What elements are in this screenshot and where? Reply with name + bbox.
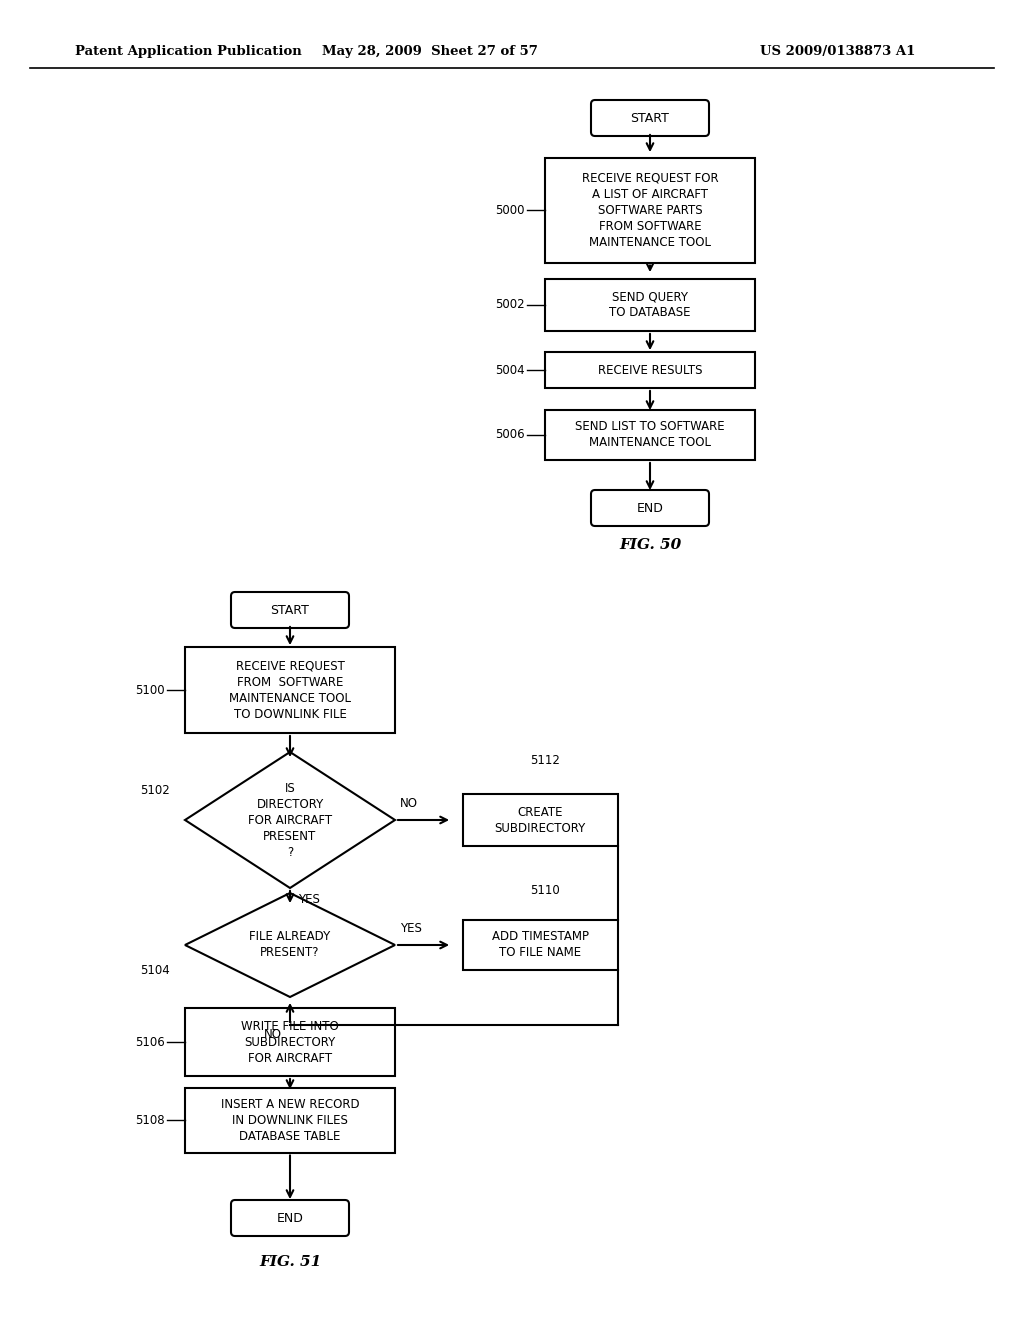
Bar — [545, 157, 755, 263]
Text: YES: YES — [400, 921, 422, 935]
Text: 5002: 5002 — [496, 298, 525, 312]
Text: 5110: 5110 — [530, 883, 560, 896]
Text: 5104: 5104 — [140, 964, 170, 977]
Text: 5108: 5108 — [135, 1114, 165, 1126]
Text: START: START — [631, 111, 670, 124]
Text: SEND QUERY
TO DATABASE: SEND QUERY TO DATABASE — [609, 290, 691, 319]
Text: YES: YES — [298, 894, 319, 906]
Text: FIG. 50: FIG. 50 — [618, 539, 681, 552]
Polygon shape — [185, 894, 395, 997]
Text: 5000: 5000 — [496, 203, 525, 216]
Text: NO: NO — [264, 1028, 282, 1041]
Text: RECEIVE RESULTS: RECEIVE RESULTS — [598, 363, 702, 376]
Bar — [185, 1088, 395, 1152]
FancyBboxPatch shape — [591, 490, 709, 525]
Text: Patent Application Publication: Patent Application Publication — [75, 45, 302, 58]
Text: 5102: 5102 — [140, 784, 170, 796]
Text: END: END — [637, 502, 664, 515]
Text: 5004: 5004 — [496, 363, 525, 376]
FancyBboxPatch shape — [591, 100, 709, 136]
Text: ADD TIMESTAMP
TO FILE NAME: ADD TIMESTAMP TO FILE NAME — [492, 931, 589, 960]
Text: RECEIVE REQUEST FOR
A LIST OF AIRCRAFT
SOFTWARE PARTS
FROM SOFTWARE
MAINTENANCE : RECEIVE REQUEST FOR A LIST OF AIRCRAFT S… — [582, 172, 718, 248]
Bar — [463, 920, 617, 970]
Bar — [545, 411, 755, 459]
Text: 5106: 5106 — [135, 1035, 165, 1048]
Text: IS
DIRECTORY
FOR AIRCRAFT
PRESENT
?: IS DIRECTORY FOR AIRCRAFT PRESENT ? — [248, 781, 332, 858]
Text: 5100: 5100 — [135, 684, 165, 697]
Text: 5006: 5006 — [496, 429, 525, 441]
Text: NO: NO — [400, 797, 418, 810]
FancyBboxPatch shape — [231, 591, 349, 628]
Polygon shape — [185, 752, 395, 888]
Text: 5112: 5112 — [530, 754, 560, 767]
Bar — [185, 1008, 395, 1076]
Text: CREATE
SUBDIRECTORY: CREATE SUBDIRECTORY — [495, 805, 586, 834]
Text: WRITE FILE INTO
SUBDIRECTORY
FOR AIRCRAFT: WRITE FILE INTO SUBDIRECTORY FOR AIRCRAF… — [241, 1019, 339, 1064]
Text: RECEIVE REQUEST
FROM  SOFTWARE
MAINTENANCE TOOL
TO DOWNLINK FILE: RECEIVE REQUEST FROM SOFTWARE MAINTENANC… — [229, 660, 351, 721]
Text: INSERT A NEW RECORD
IN DOWNLINK FILES
DATABASE TABLE: INSERT A NEW RECORD IN DOWNLINK FILES DA… — [221, 1097, 359, 1143]
Text: END: END — [276, 1212, 303, 1225]
Bar — [545, 279, 755, 331]
Bar — [545, 352, 755, 388]
Text: FIG. 51: FIG. 51 — [259, 1255, 322, 1269]
Text: START: START — [270, 603, 309, 616]
Text: May 28, 2009  Sheet 27 of 57: May 28, 2009 Sheet 27 of 57 — [323, 45, 538, 58]
Text: FILE ALREADY
PRESENT?: FILE ALREADY PRESENT? — [250, 931, 331, 960]
Text: SEND LIST TO SOFTWARE
MAINTENANCE TOOL: SEND LIST TO SOFTWARE MAINTENANCE TOOL — [575, 421, 725, 450]
Bar — [463, 795, 617, 846]
Bar — [185, 647, 395, 733]
Text: US 2009/0138873 A1: US 2009/0138873 A1 — [760, 45, 915, 58]
FancyBboxPatch shape — [231, 1200, 349, 1236]
